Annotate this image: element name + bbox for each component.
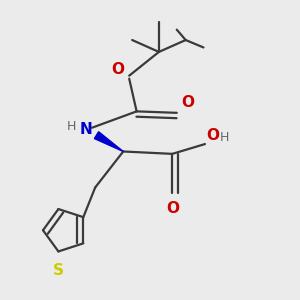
Text: O: O	[206, 128, 220, 142]
Text: S: S	[53, 263, 64, 278]
Text: O: O	[112, 62, 125, 77]
Text: H: H	[66, 120, 76, 133]
Text: O: O	[181, 95, 194, 110]
Text: O: O	[166, 201, 179, 216]
Text: H: H	[219, 131, 229, 144]
Text: N: N	[80, 122, 92, 137]
Polygon shape	[94, 132, 123, 152]
